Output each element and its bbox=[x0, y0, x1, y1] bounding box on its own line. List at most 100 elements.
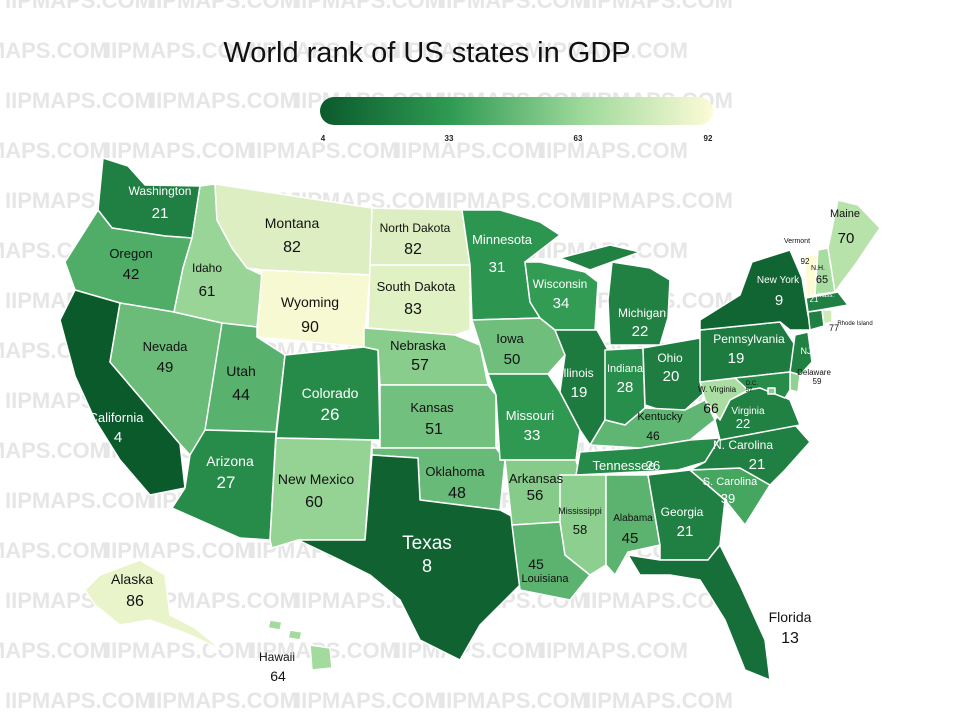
state-name-wisconsin: Wisconsin bbox=[533, 277, 588, 291]
watermark-text: IIPMAPS.COM bbox=[105, 138, 253, 163]
state-rank-colorado: 26 bbox=[321, 405, 340, 424]
watermark-text: IIPMAPS.COM bbox=[250, 138, 398, 163]
state-missouri[interactable] bbox=[487, 373, 581, 461]
state-name-washington: Washington bbox=[129, 184, 192, 198]
state-name-california: California bbox=[89, 410, 145, 425]
state-name-kentucky: Kentucky bbox=[637, 411, 683, 423]
state-rank-south-dakota: 83 bbox=[404, 301, 422, 318]
state-name-dc: D.C. bbox=[746, 381, 758, 387]
state-rank-massachusetts: 21 bbox=[810, 295, 819, 304]
state-name-new-mexico: New Mexico bbox=[278, 471, 354, 487]
watermark-text: IIPMAPS.COM bbox=[440, 188, 588, 213]
watermark-text: IIPMAPS.COM bbox=[440, 688, 588, 713]
state-name-arkansas: Arkansas bbox=[509, 471, 564, 486]
state-rank-pennsylvania: 19 bbox=[728, 350, 745, 367]
watermark-text: IIPMAPS.COM bbox=[0, 138, 108, 163]
state-new-mexico[interactable] bbox=[269, 437, 373, 549]
state-name-vermont: Vermont bbox=[784, 238, 810, 245]
state-rank-alaska: 86 bbox=[126, 593, 144, 610]
state-rank-north-carolina: 21 bbox=[749, 456, 766, 473]
state-rank-delaware: 59 bbox=[813, 377, 822, 386]
watermark-text: IIPMAPS.COM bbox=[0, 438, 108, 463]
state-rank-michigan: 22 bbox=[632, 323, 649, 340]
state-rank-nevada: 49 bbox=[157, 359, 174, 376]
state-name-illinois: Illinois bbox=[560, 366, 593, 380]
state-maine[interactable] bbox=[827, 199, 881, 293]
state-name-idaho: Idaho bbox=[192, 261, 222, 275]
state-rank-nebraska: 57 bbox=[411, 357, 429, 374]
state-colorado[interactable] bbox=[275, 346, 381, 441]
state-name-utah: Utah bbox=[226, 363, 256, 379]
state-rank-kansas: 51 bbox=[425, 421, 443, 438]
watermark-text: IIPMAPS.COM bbox=[540, 138, 688, 163]
state-rank-california: 4 bbox=[114, 429, 122, 446]
state-labels: Washington 21 Oregon 42 California 4 Nevada 49 I… bbox=[89, 184, 873, 684]
state-florida[interactable] bbox=[627, 544, 771, 681]
state-name-rhode-island: Rhode Island bbox=[837, 321, 872, 327]
state-connecticut[interactable] bbox=[807, 309, 825, 331]
state-rank-new-hampshire: 65 bbox=[816, 274, 828, 286]
state-rank-louisiana: 45 bbox=[528, 556, 544, 572]
state-texas[interactable] bbox=[297, 454, 521, 661]
watermark-text: IIPMAPS.COM bbox=[585, 688, 733, 713]
watermark-text: IIPMAPS.COM bbox=[440, 0, 588, 13]
state-name-oregon: Oregon bbox=[109, 246, 152, 261]
state-rank-illinois: 19 bbox=[571, 384, 588, 401]
state-name-colorado: Colorado bbox=[302, 385, 359, 401]
state-rank-dc: 57 bbox=[746, 388, 753, 394]
state-dc[interactable] bbox=[767, 387, 776, 395]
state-rank-arkansas: 56 bbox=[527, 487, 544, 504]
state-hawaii-3[interactable] bbox=[287, 629, 303, 641]
state-rank-vermont: 92 bbox=[801, 257, 810, 266]
state-name-kansas: Kansas bbox=[410, 400, 454, 415]
state-maryland[interactable] bbox=[734, 371, 791, 399]
state-name-new-hampshire: N.H. bbox=[811, 265, 825, 272]
state-kansas[interactable] bbox=[379, 384, 497, 449]
state-rank-montana: 82 bbox=[283, 239, 301, 256]
state-rank-oregon: 42 bbox=[123, 266, 140, 283]
state-rank-idaho: 61 bbox=[199, 283, 216, 300]
state-name-south-carolina: S. Carolina bbox=[703, 476, 758, 488]
state-rank-new-jersey: 22 bbox=[809, 345, 821, 357]
state-rank-missouri: 33 bbox=[524, 427, 541, 444]
state-name-oklahoma: Oklahoma bbox=[425, 464, 485, 479]
state-rank-washington: 21 bbox=[152, 205, 169, 222]
state-alaska[interactable] bbox=[84, 559, 223, 651]
states-layer bbox=[59, 157, 881, 681]
state-south-dakota[interactable] bbox=[367, 264, 471, 336]
state-rank-florida: 13 bbox=[781, 630, 799, 647]
state-michigan[interactable] bbox=[607, 261, 671, 346]
legend: 4 33 63 92 bbox=[320, 97, 713, 143]
state-rank-mississippi: 58 bbox=[573, 522, 587, 537]
watermark-text: IIPMAPS.COM bbox=[5, 88, 153, 113]
state-name-michigan: Michigan bbox=[618, 306, 666, 320]
state-name-new-jersey: NJ bbox=[801, 346, 812, 356]
state-name-iowa: Iowa bbox=[496, 331, 524, 346]
state-name-alaska: Alaska bbox=[111, 571, 153, 587]
state-hawaii[interactable] bbox=[309, 644, 333, 671]
state-rank-utah: 44 bbox=[232, 387, 250, 404]
state-new-jersey[interactable] bbox=[789, 331, 813, 376]
state-massachusetts[interactable] bbox=[805, 291, 849, 313]
state-name-tennessee: Tennessee bbox=[593, 458, 656, 473]
state-washington[interactable] bbox=[97, 157, 201, 239]
state-name-louisiana: Louisiana bbox=[521, 573, 569, 585]
state-hawaii-2[interactable] bbox=[267, 619, 283, 631]
state-rank-minnesota: 31 bbox=[489, 259, 506, 276]
state-michigan-up[interactable] bbox=[559, 244, 641, 271]
state-name-montana: Montana bbox=[265, 215, 320, 231]
state-rank-indiana: 28 bbox=[617, 379, 634, 396]
legend-tick-63: 63 bbox=[574, 134, 583, 143]
state-rank-virginia: 22 bbox=[736, 416, 750, 431]
state-name-ohio: Ohio bbox=[657, 351, 683, 365]
state-name-alabama: Alabama bbox=[613, 513, 653, 524]
state-name-virginia: Virginia bbox=[731, 406, 765, 417]
state-rank-maine: 70 bbox=[838, 230, 855, 247]
state-rank-west-virginia: 66 bbox=[703, 400, 719, 416]
state-rhode-island[interactable] bbox=[821, 309, 833, 325]
state-name-indiana: Indiana bbox=[607, 363, 644, 375]
watermark-text: IIPMAPS.COM bbox=[395, 38, 543, 63]
state-name-maryland: Maryland bbox=[796, 396, 829, 405]
state-rank-oklahoma: 48 bbox=[448, 485, 466, 502]
